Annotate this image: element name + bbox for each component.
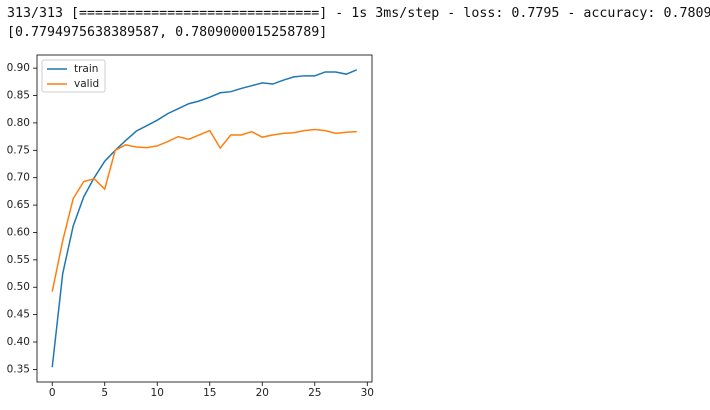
y-tick-label: 0.80 <box>7 117 30 129</box>
y-tick-label: 0.35 <box>7 363 30 375</box>
x-tick-label: 0 <box>49 387 56 399</box>
x-tick-label: 30 <box>361 387 374 399</box>
x-tick-label: 25 <box>308 387 321 399</box>
y-tick-label: 0.50 <box>7 281 30 293</box>
plot-frame <box>36 54 373 383</box>
y-tick-label: 0.90 <box>7 62 30 74</box>
x-tick-label: 20 <box>256 387 269 399</box>
x-tick-label: 15 <box>203 387 216 399</box>
x-tick-label: 5 <box>101 387 108 399</box>
output-line: [0.7794975638389587, 0.7809000015258789] <box>7 25 327 40</box>
y-tick-label: 0.45 <box>7 309 30 321</box>
y-tick-label: 0.60 <box>7 226 30 238</box>
series-line <box>51 128 357 292</box>
y-tick-label: 0.55 <box>7 254 30 266</box>
output-line: 313/313 [==============================]… <box>7 6 710 21</box>
y-tick-label: 0.85 <box>7 90 30 102</box>
legend-label: train <box>74 63 98 75</box>
x-tick-label: 10 <box>151 387 164 399</box>
series-line <box>51 69 358 368</box>
y-tick-label: 0.75 <box>7 144 30 156</box>
y-tick-label: 0.70 <box>7 172 30 184</box>
y-tick-label: 0.65 <box>7 199 30 211</box>
y-tick-label: 0.40 <box>7 336 30 348</box>
legend-label: valid <box>74 78 99 90</box>
